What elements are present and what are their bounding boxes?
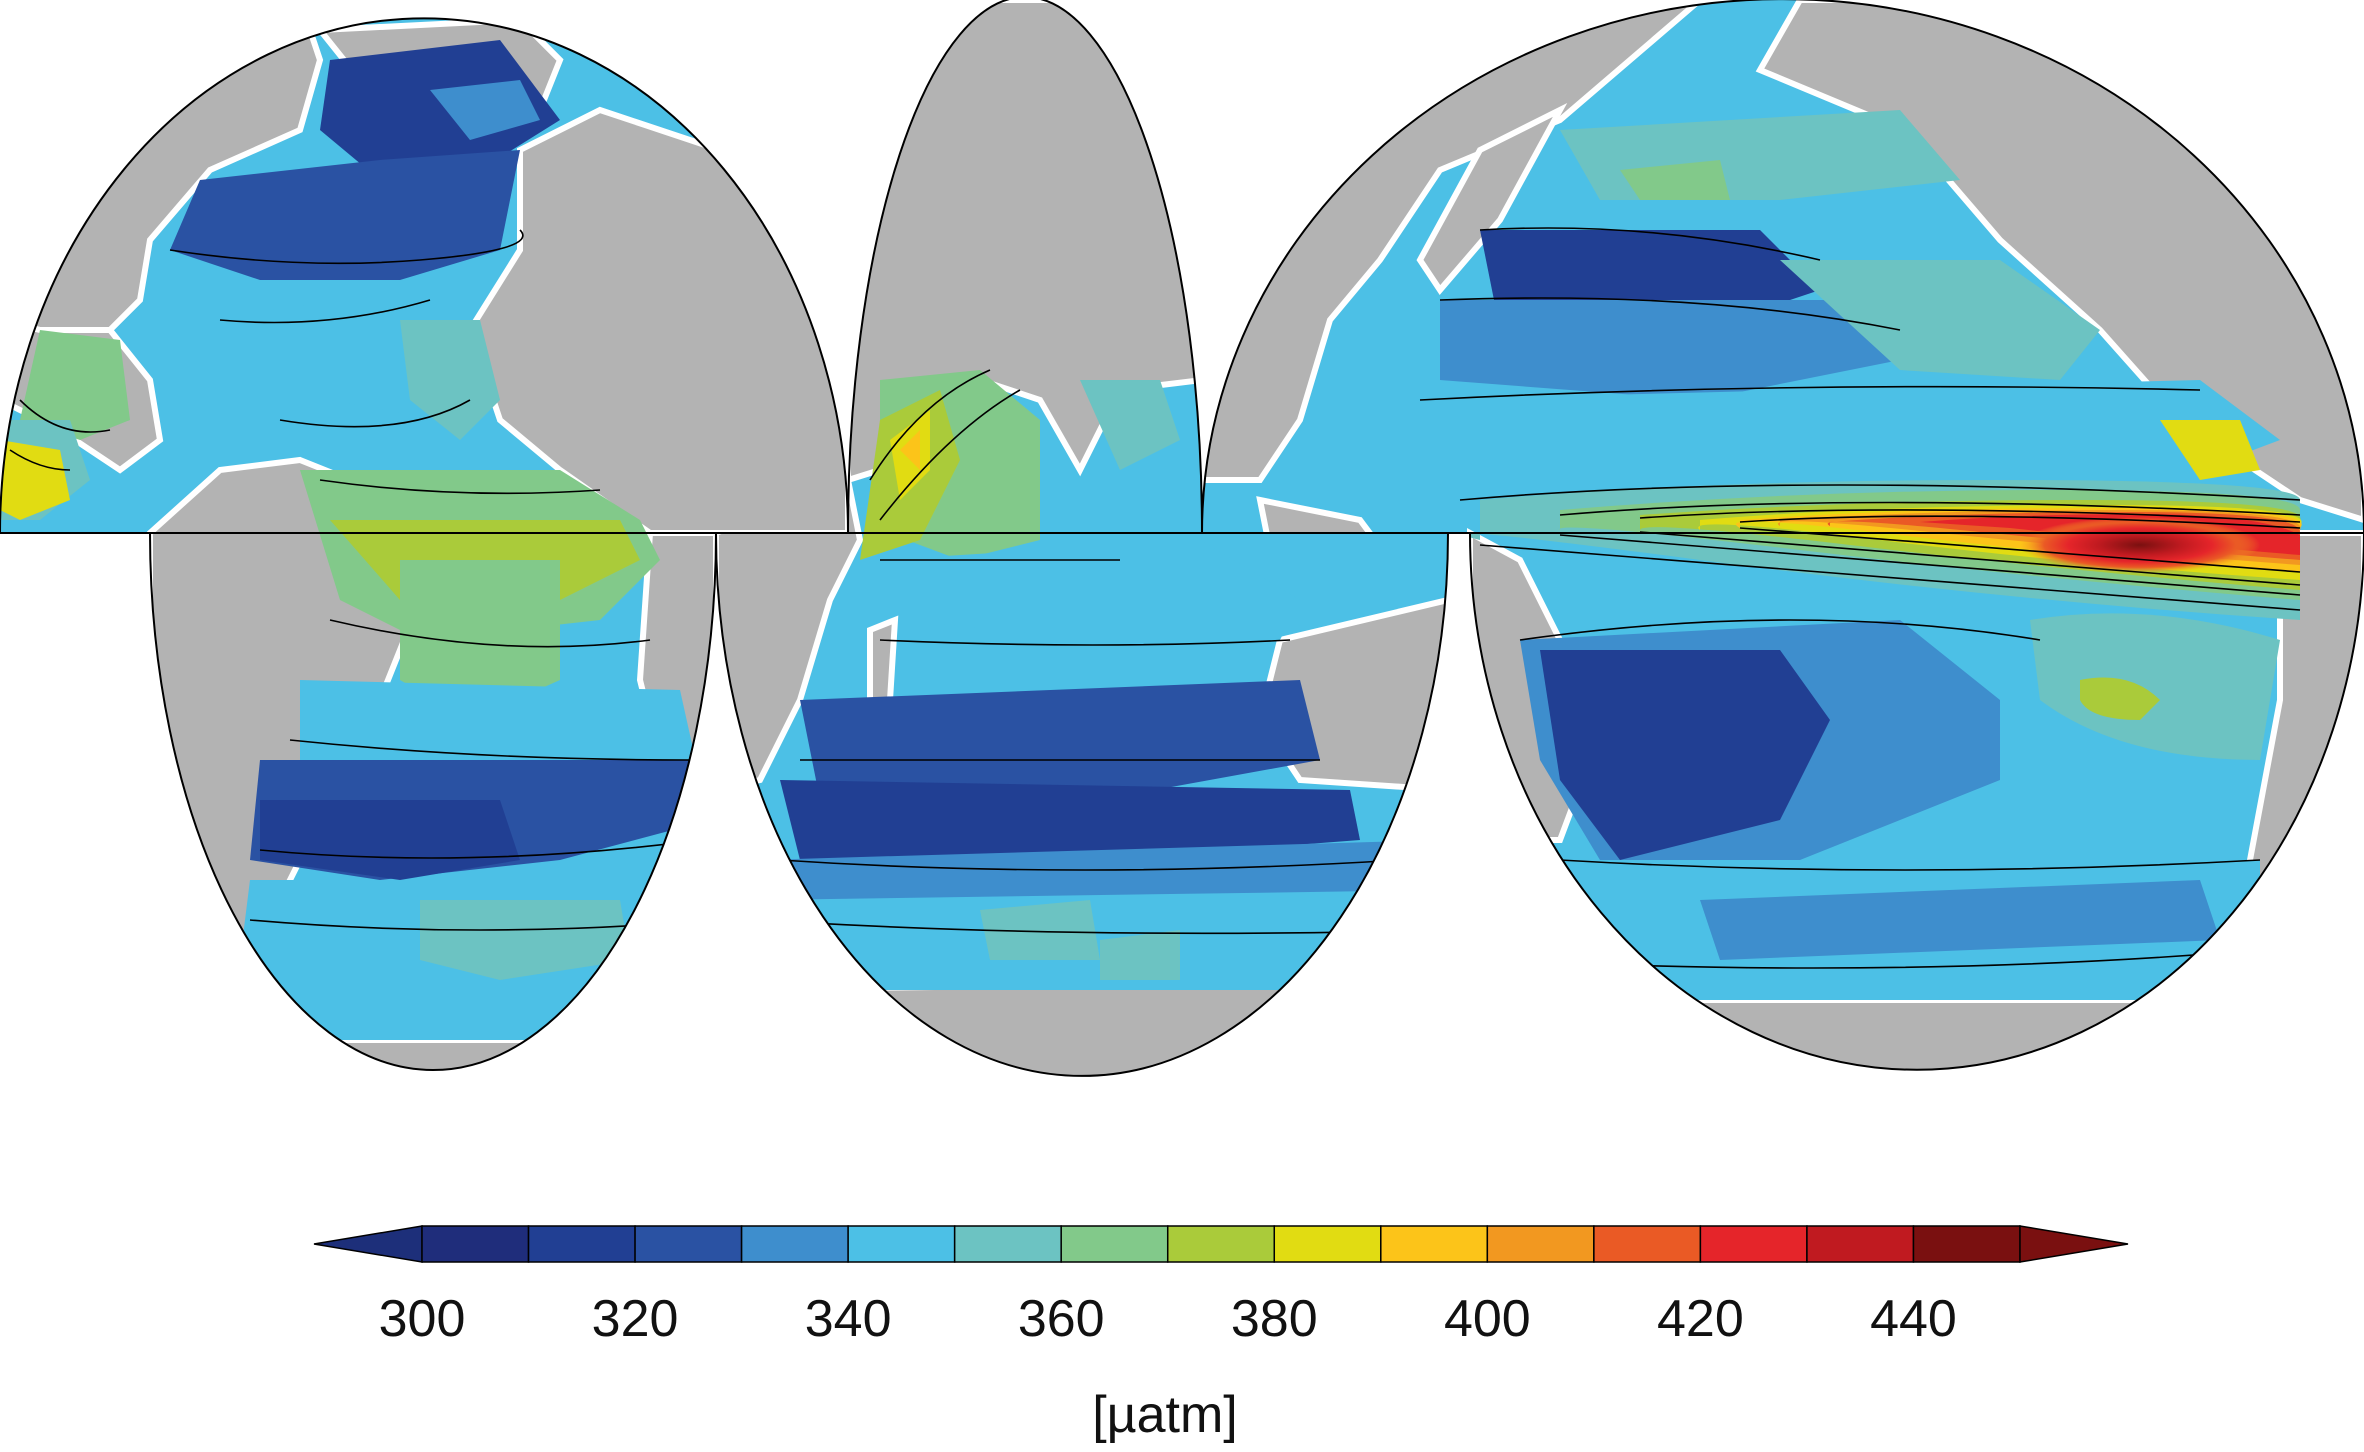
lobe-outlines [0, 0, 2364, 1077]
colorbar-tick-label: 440 [1870, 1290, 1957, 1348]
colorbar-swatch [1699, 1225, 1808, 1263]
colorbar-swatch [1806, 1225, 1915, 1263]
indian-fields [716, 370, 1448, 990]
colorbar-swatch [1166, 1225, 1276, 1263]
colorbar-swatch [1912, 1225, 2021, 1263]
colorbar-swatch [1380, 1225, 1489, 1263]
colorbar-swatch [1593, 1225, 1702, 1263]
colorbar-tick-label: 360 [1018, 1290, 1105, 1348]
colorbar-unit-label: [µatm] [1092, 1386, 1238, 1444]
colorbar-swatch [1486, 1225, 1595, 1263]
colorbar-over-triangle [2019, 1225, 2129, 1263]
colorbar-swatch [740, 1225, 849, 1263]
colorbar-swatch [527, 1225, 636, 1263]
indian-lobe [716, 0, 1448, 1076]
colorbar-swatch [634, 1225, 743, 1263]
ocean-pco2-map [0, 0, 2364, 1077]
colorbar-swatch [1273, 1225, 1382, 1263]
colorbar-tick-label: 340 [805, 1290, 892, 1348]
colorbar-swatch [421, 1225, 530, 1263]
pacific-fields [1400, 110, 2302, 1000]
atlantic-contours [9, 229, 711, 931]
colorbar-tick-label: 380 [1231, 1290, 1318, 1348]
colorbar-swatches [313, 1225, 2129, 1263]
colorbar-swatch [953, 1225, 1062, 1263]
colorbar-tick-label: 400 [1444, 1290, 1531, 1348]
colorbar-tick-labels: 300 320 340 360 380 400 420 440 [379, 1290, 1957, 1348]
colorbar-tick-label: 420 [1657, 1290, 1744, 1348]
atlantic-fields [0, 40, 716, 1040]
colorbar-swatch [1060, 1225, 1169, 1263]
colorbar-swatch [847, 1225, 956, 1263]
colorbar-under-triangle [313, 1225, 423, 1263]
colorbar-tick-label: 300 [379, 1290, 466, 1348]
colorbar-tick-label: 320 [592, 1290, 679, 1348]
